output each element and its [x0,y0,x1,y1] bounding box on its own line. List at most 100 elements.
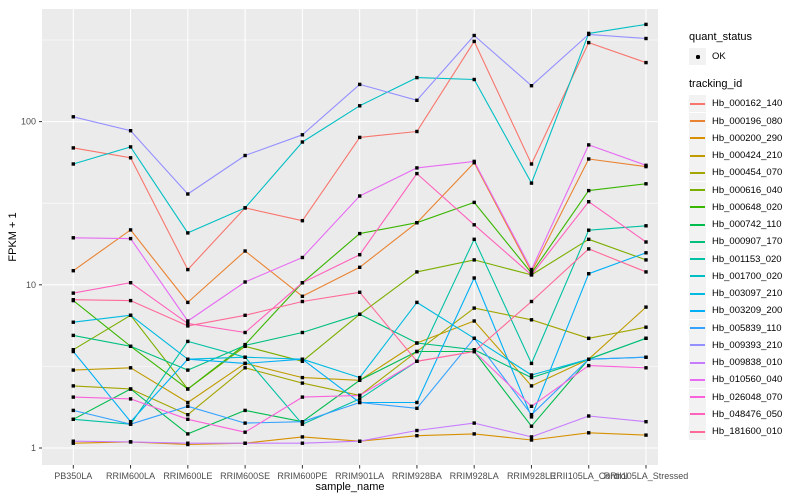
data-point-Hb_048476_050 [128,281,133,285]
data-point-Hb_001153_020 [644,224,648,228]
data-point-Hb_009838_010 [587,414,591,418]
legend-item-Hb_003209_200: Hb_003209_200 [689,302,799,320]
ok-point-icon [695,54,700,59]
data-point-Hb_181600_010 [529,299,534,304]
legend-key-line-icon [690,378,705,381]
data-point-Hb_000200_290 [300,435,305,439]
data-point-Hb_010560_040 [587,143,591,147]
legend-key-box [689,423,706,441]
legend-item-Hb_000648_020: Hb_000648_020 [689,198,799,216]
data-point-Hb_001700_020 [71,162,75,166]
data-point-Hb_000648_020 [472,200,476,205]
data-point-Hb_026048_070 [529,404,534,408]
data-point-Hb_000162_140 [71,146,75,150]
data-point-Hb_000907_170 [71,333,75,338]
data-point-Hb_010560_040 [128,236,133,241]
legend-label: Hb_001700_020 [712,270,783,282]
data-point-Hb_009393_210 [186,192,190,196]
data-point-Hb_026048_070 [587,363,591,368]
x-tick-label: RRIM600LA [106,471,155,481]
data-point-Hb_003209_200 [587,272,591,276]
data-point-Hb_000162_140 [529,162,534,166]
panel-background [42,9,658,465]
legend-label: Hb_001153_020 [712,253,782,265]
legend-item-Hb_010560_040: Hb_010560_040 [689,371,799,389]
data-point-Hb_009393_210 [529,84,534,88]
legend-item-Hb_181600_010: Hb_181600_010 [689,423,799,441]
data-point-Hb_009393_210 [128,129,133,133]
data-point-Hb_000196_080 [128,228,133,232]
data-point-Hb_000162_140 [358,135,362,140]
data-point-Hb_000424_210 [300,375,305,380]
legend-item-Hb_000616_040: Hb_000616_040 [689,181,799,199]
data-point-Hb_003209_200 [529,415,534,419]
data-point-Hb_000162_140 [587,40,591,45]
data-point-Hb_000616_040 [415,270,419,274]
data-point-Hb_000162_140 [472,39,476,44]
data-point-Hb_003097_210 [415,300,419,305]
legend-key-box [689,302,706,320]
legend-key-line-icon [690,309,705,312]
data-point-Hb_001700_020 [472,77,476,82]
data-point-Hb_000196_080 [186,300,190,305]
data-point-Hb_048476_050 [186,321,190,326]
x-tick-label: RRIM600SE [220,471,270,481]
data-point-Hb_000454_070 [71,384,75,388]
data-point-Hb_001700_020 [300,140,305,144]
legend-label: Hb_000424_210 [712,150,783,162]
data-point-Hb_048476_050 [243,330,247,335]
legend-item-Hb_001153_020: Hb_001153_020 [689,250,799,268]
data-point-Hb_001153_020 [358,397,362,401]
legend-key-line-icon [690,240,705,243]
data-point-Hb_181600_010 [472,349,476,354]
legend-key-box [689,48,706,66]
data-point-Hb_010560_040 [71,236,75,240]
legend-label: Hb_048476_050 [712,408,783,420]
legend-key-line-icon [690,120,705,123]
data-point-Hb_000454_070 [587,336,591,340]
data-point-Hb_003209_200 [243,361,247,366]
data-point-Hb_026048_070 [128,397,133,401]
x-tick-label: RRII105LA_Control [550,471,628,481]
data-point-Hb_026048_070 [644,366,648,370]
data-point-Hb_000907_170 [300,330,305,335]
legend-key-box [689,336,706,354]
data-point-Hb_001153_020 [472,237,476,241]
legend-key-box [689,371,706,389]
data-point-Hb_009393_210 [644,36,648,41]
data-point-Hb_000424_210 [186,400,190,405]
data-point-Hb_009393_210 [415,98,419,102]
legend-key-line-icon [690,137,705,140]
data-point-Hb_000200_290 [71,441,75,445]
legend-key-box [689,112,706,130]
data-point-Hb_000454_070 [243,366,247,370]
data-point-Hb_010560_040 [300,255,305,260]
data-point-Hb_001153_020 [587,228,591,232]
data-point-Hb_000162_140 [300,219,305,223]
data-point-Hb_010560_040 [529,267,534,272]
legend-item-Hb_000424_210: Hb_000424_210 [689,147,799,165]
data-point-Hb_000648_020 [644,182,648,186]
x-tick-label: RRIM928BA [392,471,442,481]
data-point-Hb_000648_020 [529,271,534,275]
data-point-Hb_000196_080 [71,269,75,273]
data-point-Hb_009393_210 [71,115,75,119]
data-point-Hb_000196_080 [587,157,591,161]
data-point-Hb_003209_200 [472,276,476,280]
data-point-Hb_181600_010 [71,298,75,302]
data-point-Hb_000648_020 [358,231,362,236]
data-point-Hb_009838_010 [128,440,133,444]
data-point-Hb_000907_170 [358,312,362,316]
data-point-Hb_001153_020 [529,361,534,366]
data-point-Hb_003097_210 [358,375,362,380]
legend-label: Hb_010560_040 [712,374,783,386]
legend-label: Hb_005839_110 [712,322,782,334]
data-point-Hb_005839_110 [529,413,534,417]
legend-key-line-icon [690,154,705,157]
data-point-Hb_001700_020 [644,22,648,27]
data-point-Hb_009838_010 [415,428,419,433]
data-point-Hb_000648_020 [415,221,419,225]
x-tick-label: RRIM928LA [450,471,499,481]
data-point-Hb_005839_110 [300,420,305,424]
legend-key-line-icon [690,171,705,174]
